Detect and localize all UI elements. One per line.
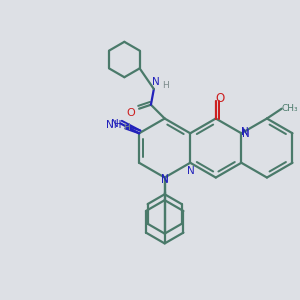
Text: NH: NH	[106, 120, 121, 130]
Text: N: N	[161, 175, 169, 184]
Text: H: H	[162, 81, 169, 90]
Text: O: O	[215, 92, 224, 105]
Text: N: N	[161, 173, 169, 184]
Text: N: N	[242, 129, 250, 139]
Text: N: N	[152, 77, 160, 87]
Text: N: N	[187, 166, 195, 176]
Text: H: H	[123, 123, 130, 132]
Text: N: N	[111, 119, 119, 129]
Text: CH₃: CH₃	[281, 104, 298, 113]
Text: N: N	[242, 127, 249, 137]
Text: O: O	[127, 108, 136, 118]
